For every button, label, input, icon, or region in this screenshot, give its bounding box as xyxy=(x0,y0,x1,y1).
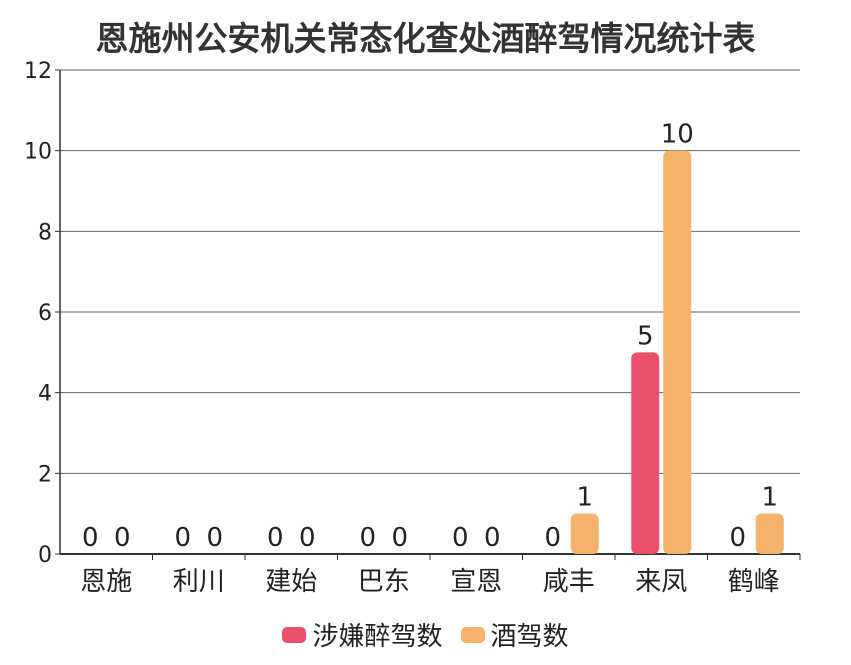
data-label: 1 xyxy=(576,483,593,513)
legend-label-series-1: 酒驾数 xyxy=(490,622,569,652)
gridlines xyxy=(60,69,800,474)
data-label: 0 xyxy=(729,523,746,553)
bar xyxy=(663,150,692,554)
bar xyxy=(755,513,784,554)
x-tick-label: 利川 xyxy=(173,567,225,597)
y-tick-label: 10 xyxy=(24,140,52,165)
legend-swatch-series-0 xyxy=(282,626,307,643)
x-tick-label: 建始 xyxy=(265,567,317,597)
y-tick-label: 12 xyxy=(24,59,52,84)
legend-item-series-0[interactable]: 涉嫌醉驾数 xyxy=(282,616,443,653)
data-label: 5 xyxy=(637,321,654,351)
x-tick-label: 宣恩 xyxy=(450,567,502,597)
y-tick-label: 4 xyxy=(38,382,52,407)
data-label: 10 xyxy=(661,120,694,150)
data-label: 0 xyxy=(391,523,408,553)
x-tick-label: 来凤 xyxy=(635,567,687,597)
data-label: 0 xyxy=(452,523,469,553)
data-label: 0 xyxy=(544,523,561,553)
y-tick-label: 2 xyxy=(38,462,52,487)
bars xyxy=(570,150,784,554)
data-label: 0 xyxy=(206,523,223,553)
data-label: 0 xyxy=(359,523,376,553)
data-label: 0 xyxy=(299,523,316,553)
x-tick-label: 恩施 xyxy=(80,567,132,597)
data-label: 0 xyxy=(267,523,284,553)
chart-title: 恩施州公安机关常态化查处酒醉驾情况统计表 xyxy=(95,19,756,58)
data-label: 0 xyxy=(484,523,501,553)
legend-item-series-1[interactable]: 酒驾数 xyxy=(460,616,569,653)
data-label: 1 xyxy=(761,483,778,513)
bar xyxy=(570,513,599,554)
x-tick-label: 巴东 xyxy=(358,567,410,597)
data-label: 0 xyxy=(82,523,99,553)
legend-label-series-0: 涉嫌醉驾数 xyxy=(312,622,443,652)
y-tick-label: 6 xyxy=(38,301,52,326)
y-tick-label: 8 xyxy=(38,220,52,245)
bar xyxy=(631,352,660,554)
x-tick-label: 鹤峰 xyxy=(728,567,780,597)
y-tick-label: 0 xyxy=(38,543,52,568)
legend: 涉嫌醉驾数 酒驾数 xyxy=(0,616,851,653)
data-label: 0 xyxy=(114,523,131,553)
data-label: 0 xyxy=(174,523,191,553)
x-tick-label: 咸丰 xyxy=(543,567,595,597)
legend-swatch-series-1 xyxy=(460,626,485,643)
